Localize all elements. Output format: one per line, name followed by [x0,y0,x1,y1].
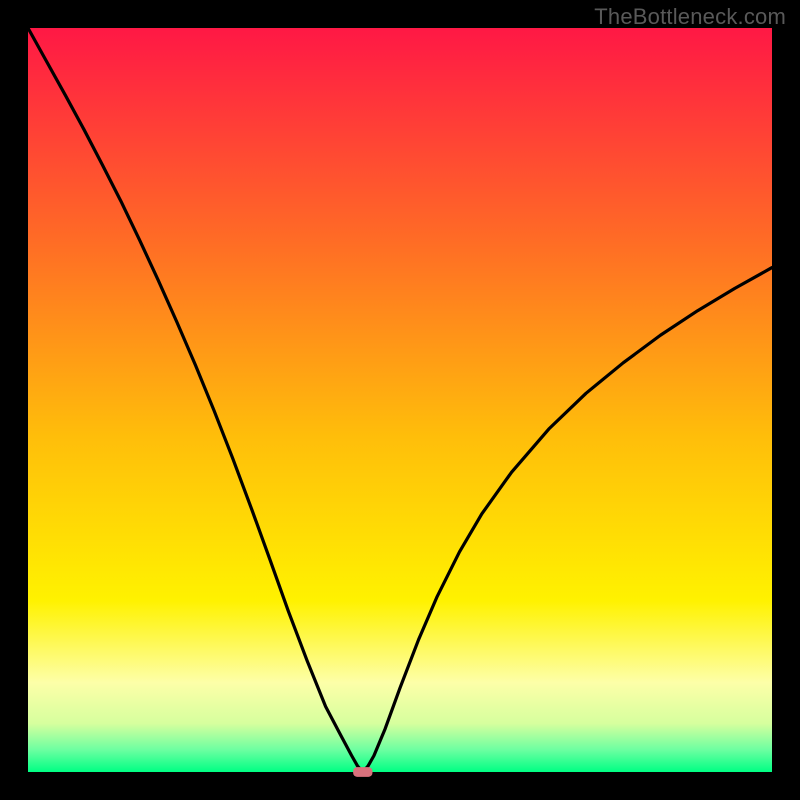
bottleneck-chart: TheBottleneck.com [0,0,800,800]
plot-background [28,28,772,772]
chart-svg [0,0,800,800]
optimal-marker [353,767,372,777]
